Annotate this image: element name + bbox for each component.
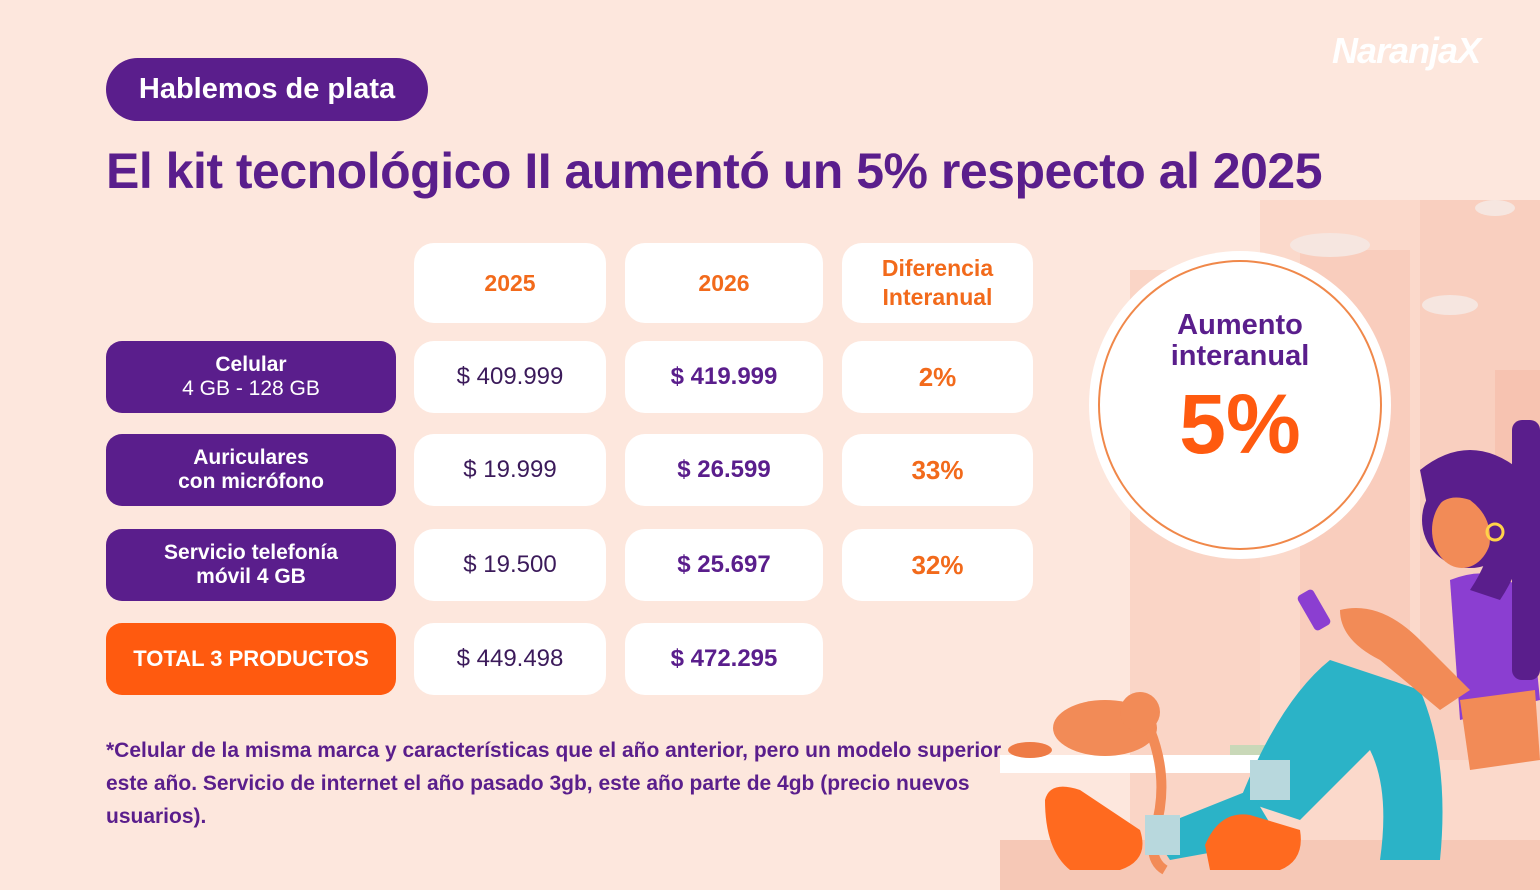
row-label-total: TOTAL 3 PRODUCTOS: [106, 623, 396, 695]
row-label-title: Auriculares: [193, 446, 309, 469]
row-label-subtitle: con micrófono: [178, 470, 324, 493]
row-label-subtitle: móvil 4 GB: [196, 565, 306, 588]
badge-value: 5%: [1179, 377, 1301, 471]
value-2026-total: $ 472.295: [625, 623, 823, 695]
section-tag: Hablemos de plata: [106, 58, 428, 121]
page-title: El kit tecnológico II aumentó un 5% resp…: [106, 143, 1323, 199]
value-2026-auriculares: $ 26.599: [625, 434, 823, 506]
increase-badge: Aumento interanual 5%: [1098, 260, 1382, 550]
value-2026-celular: $ 419.999: [625, 341, 823, 413]
badge-title: Aumento interanual: [1170, 309, 1310, 372]
column-header-2026: 2026: [625, 243, 823, 323]
value-2025-auriculares: $ 19.999: [414, 434, 606, 506]
column-header-difference-line2: Interanual: [882, 284, 993, 310]
value-2025-servicio: $ 19.500: [414, 529, 606, 601]
footnote: *Celular de la misma marca y característ…: [106, 739, 1002, 828]
diff-servicio: 32%: [842, 529, 1033, 601]
column-header-2025: 2025: [414, 243, 606, 323]
value-2026-servicio: $ 25.697: [625, 529, 823, 601]
row-label-title: Servicio telefonía: [164, 541, 338, 564]
column-header-difference-line1: Diferencia: [881, 255, 994, 281]
value-2025-total: $ 449.498: [414, 623, 606, 695]
row-label-title: Celular: [215, 353, 287, 376]
column-header-difference: Diferencia Interanual: [842, 243, 1033, 323]
naranjax-logo: NaranjaX: [1332, 30, 1481, 71]
row-label-subtitle: 4 GB - 128 GB: [182, 377, 320, 400]
row-label-celular: Celular 4 GB - 128 GB: [106, 341, 396, 413]
diff-celular: 2%: [842, 341, 1033, 413]
diff-auriculares: 33%: [842, 434, 1033, 506]
row-label-servicio-telefonia: Servicio telefonía móvil 4 GB: [106, 529, 396, 601]
row-label-auriculares: Auriculares con micrófono: [106, 434, 396, 506]
value-2025-celular: $ 409.999: [414, 341, 606, 413]
